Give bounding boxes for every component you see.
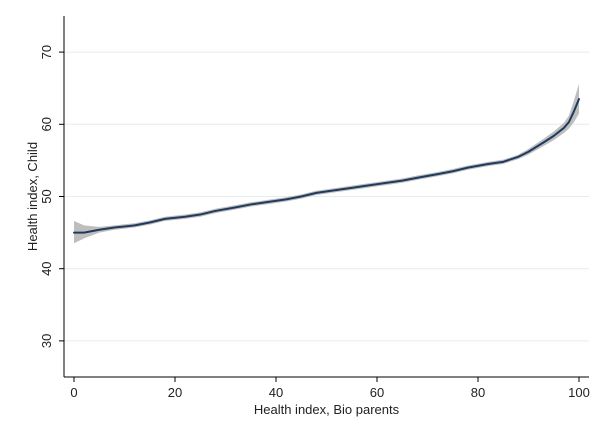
y-axis-title: Health index, Child xyxy=(25,142,40,251)
y-tick-label-30: 30 xyxy=(39,334,54,348)
series-line-0 xyxy=(73,98,580,234)
y-tick-label-70: 70 xyxy=(39,45,54,59)
gridlines xyxy=(64,51,589,342)
x-tick-label-60: 60 xyxy=(370,385,384,400)
x-tick-label-80: 80 xyxy=(471,385,485,400)
x-tick-label-20: 20 xyxy=(168,385,182,400)
y-axis-ticks: 30 40 50 60 70 xyxy=(39,45,64,348)
fitted-line xyxy=(73,98,580,234)
x-tick-label-0: 0 xyxy=(70,385,77,400)
confidence-band xyxy=(74,83,579,244)
y-tick-label-60: 60 xyxy=(39,117,54,131)
x-axis-title: Health index, Bio parents xyxy=(254,402,400,417)
confidence-band-area xyxy=(74,83,579,244)
x-axis-ticks: 0 20 40 60 80 100 xyxy=(70,377,590,400)
x-tick-label-40: 40 xyxy=(269,385,283,400)
y-tick-label-50: 50 xyxy=(39,189,54,203)
x-tick-label-100: 100 xyxy=(568,385,590,400)
y-tick-label-40: 40 xyxy=(39,261,54,275)
